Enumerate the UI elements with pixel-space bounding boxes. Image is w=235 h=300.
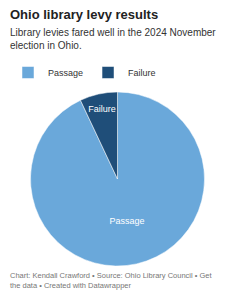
svg-text:Library levies fared well in t: Library levies fared well in the 2024 No… (10, 27, 216, 51)
svg-text:Failure: Failure (128, 68, 156, 78)
svg-text:Chart: Kendall Crawford • Sour: Chart: Kendall Crawford • Source: Ohio L… (10, 271, 213, 290)
svg-text:Failure: Failure (88, 104, 116, 114)
svg-text:Passage: Passage (48, 68, 83, 78)
svg-text:Ohio library levy results: Ohio library levy results (10, 7, 158, 22)
svg-text:Passage: Passage (109, 216, 144, 226)
